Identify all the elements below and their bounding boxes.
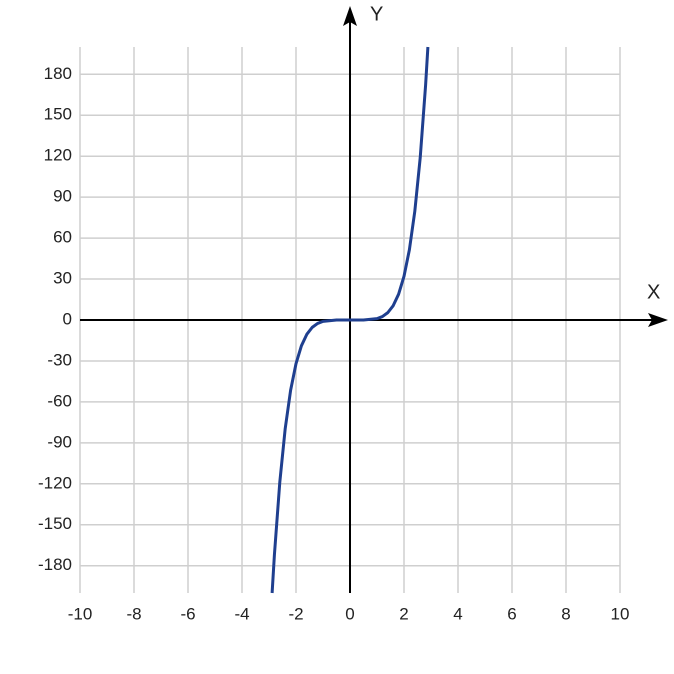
y-axis-label: Y bbox=[370, 3, 383, 25]
x-tick-label: 6 bbox=[507, 604, 516, 623]
y-tick-label: 0 bbox=[63, 309, 72, 328]
x-tick-label: -6 bbox=[180, 604, 195, 623]
y-tick-label: -120 bbox=[38, 473, 72, 492]
y-tick-label: 150 bbox=[44, 105, 72, 124]
x-tick-label: 2 bbox=[399, 604, 408, 623]
y-axis-arrow bbox=[343, 6, 357, 26]
x-tick-label: 8 bbox=[561, 604, 570, 623]
x-tick-label: 10 bbox=[611, 604, 630, 623]
y-tick-label: -60 bbox=[47, 391, 72, 410]
x-tick-label: -4 bbox=[234, 604, 249, 623]
y-tick-label: 180 bbox=[44, 64, 72, 83]
y-tick-label: -90 bbox=[47, 432, 72, 451]
y-tick-label: -180 bbox=[38, 555, 72, 574]
y-tick-label: 90 bbox=[53, 187, 72, 206]
y-tick-label: 60 bbox=[53, 228, 72, 247]
curve bbox=[270, 46, 430, 594]
y-tick-label: 120 bbox=[44, 146, 72, 165]
x-axis-arrow bbox=[648, 313, 668, 327]
x-tick-label: 4 bbox=[453, 604, 462, 623]
y-tick-label: 30 bbox=[53, 269, 72, 288]
x-tick-label: -2 bbox=[288, 604, 303, 623]
x-tick-label: -8 bbox=[126, 604, 141, 623]
x-tick-label: -10 bbox=[68, 604, 93, 623]
y-tick-label: -150 bbox=[38, 514, 72, 533]
x-tick-label: 0 bbox=[345, 604, 354, 623]
x-axis-label: X bbox=[647, 281, 660, 303]
y-tick-label: -30 bbox=[47, 350, 72, 369]
